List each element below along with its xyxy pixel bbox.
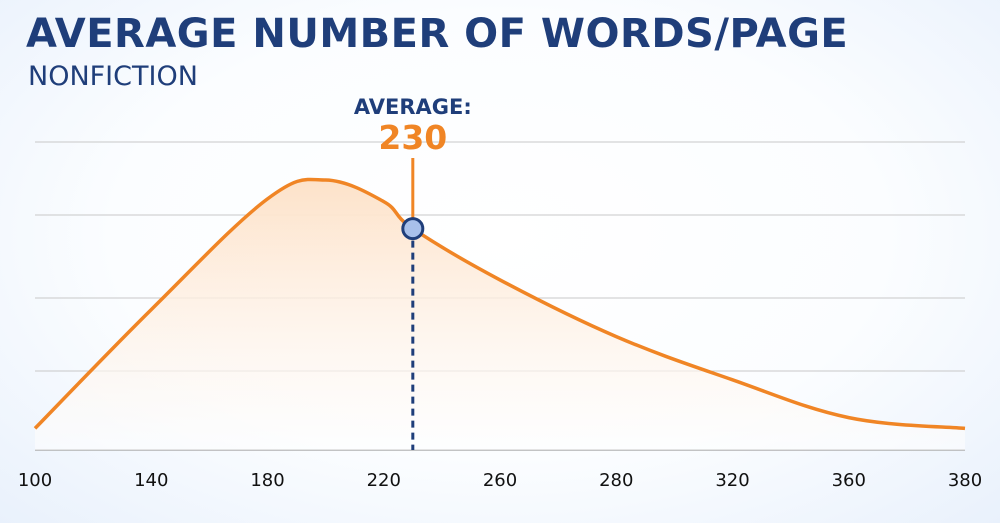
- x-tick-label: 140: [134, 470, 168, 491]
- x-tick-label: 280: [599, 470, 633, 491]
- distribution-curve: [33, 177, 966, 431]
- x-tick-label: 320: [715, 470, 749, 491]
- average-value: 230: [378, 118, 447, 157]
- x-axis-ticks: 100 140 180 220 260 280 320 360 380: [18, 470, 982, 491]
- average-marker: [401, 217, 425, 241]
- x-tick-label: 100: [18, 470, 52, 491]
- distribution-area-fill: [35, 179, 965, 451]
- average-annotation: AVERAGE: 230: [354, 95, 472, 450]
- x-tick-label: 220: [367, 470, 401, 491]
- x-tick-label: 380: [948, 470, 982, 491]
- x-tick-label: 180: [250, 470, 284, 491]
- chart-title: AVERAGE NUMBER OF WORDS/PAGE: [26, 11, 849, 57]
- x-tick-label: 260: [483, 470, 517, 491]
- x-tick-label: 360: [832, 470, 866, 491]
- chart-subtitle: NONFICTION: [28, 61, 198, 92]
- average-label: AVERAGE:: [354, 95, 472, 119]
